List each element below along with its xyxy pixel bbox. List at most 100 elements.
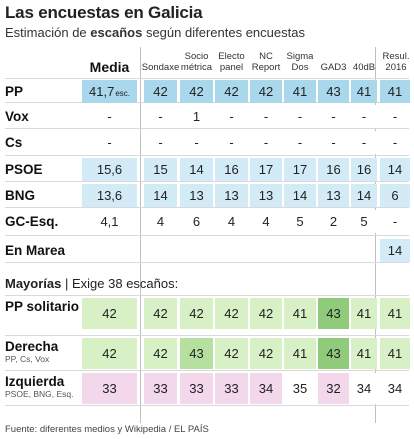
page-subtitle: Estimación de escaños según diferentes e… <box>5 25 305 40</box>
table-cell: 33 <box>82 373 137 404</box>
cell-value: - <box>263 135 269 150</box>
table-cell: - <box>144 131 177 154</box>
table-cell: 43 <box>318 80 349 103</box>
table-cell: 17 <box>250 158 282 181</box>
column-header-media: Media <box>89 59 130 75</box>
table-cell: 14 <box>380 158 410 181</box>
row-divider <box>5 262 409 263</box>
table-cell: 42 <box>250 338 282 369</box>
table-cell: - <box>144 105 177 128</box>
row-label-majority: Izquierda PSOE, BNG, Esq. <box>5 374 81 399</box>
table-cell: 4 <box>250 210 282 233</box>
column-header-poll: NC Report <box>251 51 281 73</box>
table-cell: - <box>215 105 248 128</box>
table-cell: 15 <box>144 158 177 181</box>
row-divider <box>5 155 409 156</box>
table-cell: - <box>82 131 137 154</box>
table-cell: 41 <box>284 298 316 329</box>
cell-value: 42 <box>102 306 117 321</box>
table-cell: - <box>351 105 377 128</box>
cell-value: 32 <box>326 381 341 396</box>
majority-name: Derecha <box>5 339 59 354</box>
subtitle-bold: escaños <box>90 25 143 40</box>
table-cell: - <box>180 131 213 154</box>
table-cell: 42 <box>180 298 213 329</box>
cell-value: - <box>297 135 303 150</box>
table-cell: 13 <box>318 184 349 207</box>
table-cell: 14 <box>380 239 410 262</box>
table-cell: 33 <box>215 373 248 404</box>
table-cell: 41 <box>284 80 316 103</box>
table-cell: 13,6 <box>82 184 137 207</box>
cell-value: - <box>331 135 336 150</box>
table-cell: - <box>82 105 137 128</box>
cell-value: 33 <box>153 381 168 396</box>
majority-sub: PSOE, BNG, Esq. <box>5 389 74 399</box>
cell-value: 16 <box>224 162 239 177</box>
column-header-result: Resul. 2016 <box>382 51 410 73</box>
cell-value: 42 <box>224 346 239 361</box>
cell-value: - <box>158 135 163 150</box>
cell-value: 43 <box>326 84 341 99</box>
table-cell: 13 <box>180 184 213 207</box>
cell-value: - <box>229 135 234 150</box>
table-cell: 42 <box>215 298 248 329</box>
table-cell: 16 <box>215 158 248 181</box>
table-cell: 34 <box>250 373 282 404</box>
cell-value: 33 <box>224 381 239 396</box>
cell-value: 41 <box>292 306 308 321</box>
table-cell: 16 <box>318 158 349 181</box>
majorities-text: | Exige 38 escaños: <box>65 276 179 291</box>
table-cell: 14 <box>351 184 377 207</box>
cell-value: 17 <box>258 162 274 177</box>
table-cell: - <box>215 131 248 154</box>
table-cell: 41 <box>380 338 410 369</box>
table-cell: 41,7 esc. <box>82 80 137 103</box>
cell-value: 41,7 <box>89 84 115 99</box>
cell-value: 14 <box>387 243 403 258</box>
table-cell: 42 <box>250 298 282 329</box>
cell-value: 4 <box>227 214 236 229</box>
cell-value: 16 <box>326 162 341 177</box>
table-cell: 42 <box>82 338 137 369</box>
table-cell: 34 <box>351 373 377 404</box>
cell-value: 42 <box>224 84 239 99</box>
cell-value: 15 <box>153 162 168 177</box>
cell-value: - <box>297 109 303 124</box>
majority-sub: PP, Cs, Vox <box>5 354 50 364</box>
table-cell: 4,1 <box>82 210 137 233</box>
table-cell: 43 <box>318 298 349 329</box>
majorities-heading: Mayorías | Exige 38 escaños: <box>5 276 178 291</box>
row-label-party: Cs <box>5 135 23 150</box>
table-cell: 14 <box>144 184 177 207</box>
row-label-majority: PP solitario <box>5 299 81 314</box>
table-cell: - <box>250 131 282 154</box>
cell-value: 42 <box>153 346 168 361</box>
cell-value: 14 <box>387 162 403 177</box>
cell-value: 41 <box>387 346 403 361</box>
cell-value: - <box>361 109 367 124</box>
cell-value: - <box>194 135 199 150</box>
cell-value: 4 <box>262 214 270 229</box>
table-cell: 42 <box>215 80 248 103</box>
table-cell: 2 <box>318 210 349 233</box>
table-cell: 32 <box>318 373 349 404</box>
row-label-party: Vox <box>5 109 29 124</box>
cell-value: 14 <box>153 188 168 203</box>
column-header-poll: Electo panel <box>218 51 245 73</box>
table-cell: 13 <box>250 184 282 207</box>
cell-value: 33 <box>102 381 117 396</box>
row-divider <box>5 128 409 129</box>
cell-value: - <box>331 109 336 124</box>
cell-value: - <box>158 109 163 124</box>
table-cell: - <box>284 105 316 128</box>
row-label-party: GC-Esq. <box>5 214 59 229</box>
table-cell: 41 <box>380 80 410 103</box>
cell-value: 43 <box>326 346 341 361</box>
table-cell: 42 <box>215 338 248 369</box>
cell-value: 13 <box>224 188 239 203</box>
table-cell: 42 <box>82 298 137 329</box>
cell-value: 42 <box>153 84 168 99</box>
table-cell: 6 <box>180 210 213 233</box>
table-cell: 42 <box>144 338 177 369</box>
